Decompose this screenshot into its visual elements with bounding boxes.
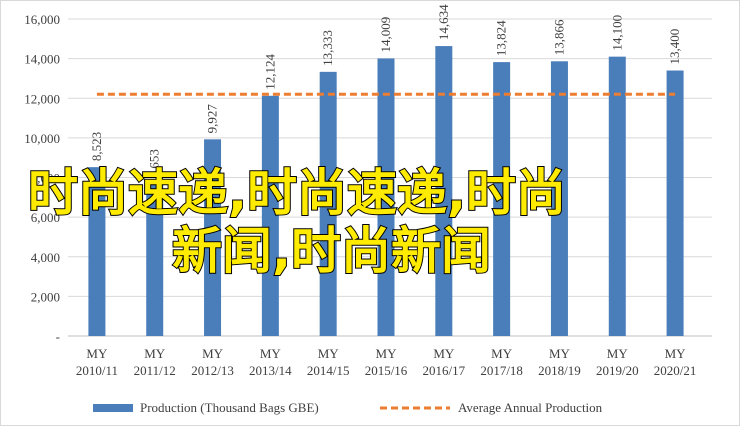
y-tick-label: 10,000	[24, 131, 60, 146]
bar	[608, 56, 626, 337]
bar	[88, 167, 106, 336]
data-label: 13,400	[667, 29, 682, 65]
y-tick-label: 16,000	[24, 12, 60, 27]
y-tick-label: 4,000	[31, 250, 60, 265]
data-label: 12,124	[262, 54, 277, 90]
y-tick-label: 8,000	[31, 171, 60, 186]
y-tick-label: 12,000	[24, 91, 60, 106]
data-label: 13,333	[320, 30, 335, 66]
plot-area: - 2,000 4,000 6,000 8,000 10,000 12,000 14,000 1…	[24, 4, 712, 415]
y-tick-label: 14,000	[24, 52, 60, 67]
bar	[146, 184, 164, 336]
y-tick-label: -	[56, 329, 60, 344]
legend-label: Production (Thousand Bags GBE)	[140, 400, 319, 415]
x-tick-label: MY 2020/21	[654, 346, 697, 378]
bar	[666, 70, 684, 336]
bar	[204, 139, 222, 336]
x-tick-label: MY 2013/14	[249, 346, 292, 378]
legend-label: Average Annual Production	[458, 400, 603, 415]
bar	[550, 61, 568, 336]
x-tick-label: MY 2014/15	[307, 346, 350, 378]
bar	[377, 58, 395, 336]
data-label: 8,523	[89, 132, 104, 161]
bar	[261, 95, 279, 337]
x-tick-label: MY 2011/12	[134, 346, 176, 378]
legend-swatch	[93, 404, 133, 412]
data-label: 13,824	[494, 20, 509, 56]
bar	[435, 46, 453, 336]
x-tick-label: MY 2019/20	[596, 346, 639, 378]
data-label: 9,927	[205, 104, 220, 134]
x-tick-label: MY 2016/17	[423, 346, 466, 378]
x-tick-label: MY 2018/19	[538, 346, 581, 378]
y-tick-label: 2,000	[31, 289, 60, 304]
data-label: 14,634	[436, 4, 451, 40]
x-tick-label: MY 2015/16	[365, 346, 408, 378]
y-tick-label: 6,000	[31, 210, 60, 225]
watermark: 时尚速递,时尚速递,时尚	[28, 164, 566, 222]
x-tick-label: MY 2017/18	[480, 346, 523, 378]
data-label: 14,100	[609, 15, 624, 51]
x-tick-label: MY 2012/13	[191, 346, 234, 378]
data-label: 7,653	[147, 149, 162, 178]
bar	[319, 71, 337, 336]
bar	[493, 62, 511, 336]
x-tick-label: MY 2010/11	[76, 346, 118, 378]
data-label: 13,866	[551, 19, 566, 55]
watermark: 新闻,时尚新闻	[172, 222, 491, 280]
data-label: 14,009	[378, 17, 393, 53]
